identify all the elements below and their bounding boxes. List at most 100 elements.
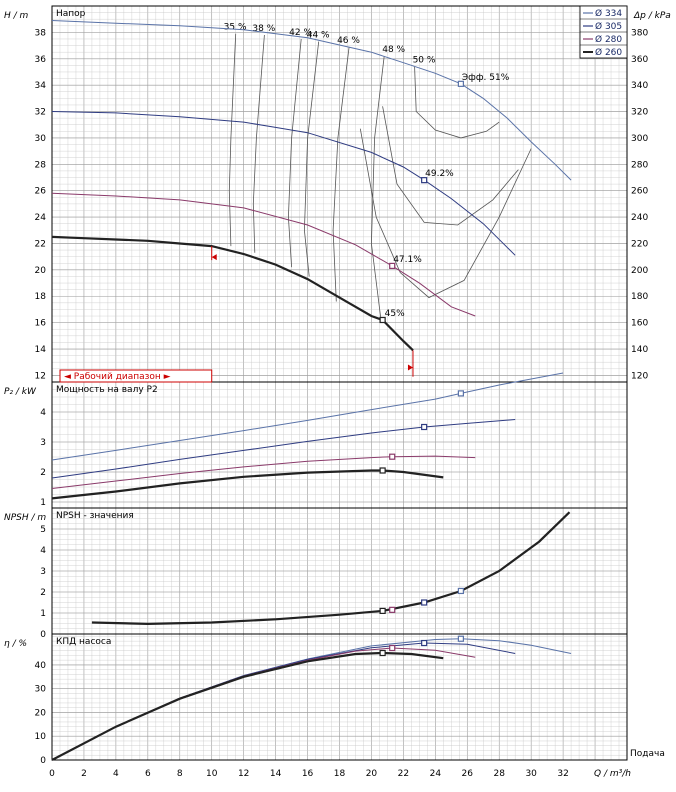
head-ytick-right-label: 180 — [631, 292, 648, 302]
power-y-axis-label: P₂ / kW — [4, 387, 37, 397]
npsh-op-point — [379, 607, 386, 615]
head-ytick-label: 24 — [35, 213, 47, 223]
iso-efficiency-label: 38 % — [252, 24, 275, 34]
efficiency-op-point — [379, 649, 386, 657]
efficiency-ytick-label: 10 — [35, 732, 47, 742]
x-tick-label: 16 — [302, 769, 314, 779]
x-tick-label: 30 — [525, 769, 537, 779]
x-tick-label: 18 — [334, 769, 346, 779]
efficiency-grid — [51, 633, 628, 761]
x-tick-label: 20 — [366, 769, 378, 779]
efficiency-ytick-label: 20 — [35, 708, 47, 718]
head-ytick-right-label: 240 — [631, 213, 648, 223]
iso-efficiency-line — [332, 46, 350, 302]
head-ytick-right-label: 380 — [631, 28, 648, 38]
power-curve-d260 — [51, 469, 444, 500]
power-panel-title: Мощность на валу P2 — [56, 385, 158, 395]
op-point-efficiency-label: 47.1% — [393, 255, 422, 265]
head-ytick-right-label: 120 — [631, 371, 648, 381]
head-ytick-label: 16 — [35, 319, 47, 329]
power-curve-d305 — [51, 419, 516, 479]
npsh-ytick-label: 1 — [40, 609, 46, 619]
power-ytick-label: 2 — [40, 468, 46, 478]
x-tick-label: 10 — [206, 769, 218, 779]
power-curve-d334 — [51, 372, 564, 461]
head-ytick-label: 36 — [35, 55, 47, 65]
legend: Ø 334 Ø 305 Ø 280 Ø 260 — [579, 5, 628, 59]
iso-efficiency-label: 50 % — [413, 56, 436, 66]
x-axis-label: Q / m³/h — [594, 769, 631, 779]
legend-entry: Ø 334 — [595, 8, 622, 19]
range-max-arrow — [407, 364, 413, 371]
head-ytick-right-label: 320 — [631, 108, 648, 118]
npsh-ytick-label: 4 — [40, 546, 46, 556]
head-y-axis-right-label: Δp / kPa — [633, 11, 671, 21]
head-ytick-label: 14 — [35, 345, 47, 355]
npsh-op-point — [421, 599, 428, 606]
x-tick-label: 22 — [398, 769, 409, 779]
efficiency-curve-d260 — [51, 651, 444, 761]
power-ytick-label: 4 — [40, 408, 46, 418]
head-op-point — [421, 177, 428, 184]
head-y-axis-label: H / m — [4, 11, 29, 21]
x-tick-label: 32 — [557, 769, 568, 779]
x-tick-label: 26 — [462, 769, 474, 779]
efficiency-ytick-label: 30 — [35, 685, 47, 695]
npsh-ytick-label: 5 — [40, 525, 46, 535]
head-ytick-label: 12 — [35, 371, 46, 381]
head-ytick-right-label: 260 — [631, 187, 648, 197]
head-ytick-label: 20 — [35, 266, 47, 276]
head-ytick-label: 32 — [35, 108, 46, 118]
head-ytick-label: 30 — [35, 134, 47, 144]
head-curve-d334 — [51, 20, 572, 181]
iso-efficiency-label: 44 % — [307, 31, 330, 41]
operating-range-label: ◄ Рабочий диапазон ► — [64, 372, 171, 382]
head-ytick-right-label: 300 — [631, 134, 648, 144]
head-ytick-right-label: 200 — [631, 266, 648, 276]
iso-efficiency-loop — [359, 128, 532, 299]
head-ytick-right-label: 220 — [631, 239, 648, 249]
npsh-panel-title: NPSH - значения — [56, 511, 134, 521]
head-ytick-label: 26 — [35, 187, 47, 197]
head-ytick-right-label: 340 — [631, 81, 648, 91]
iso-efficiency-label: 48 % — [382, 45, 405, 55]
power-curve-d280 — [51, 455, 476, 489]
iso-efficiency-line — [228, 33, 237, 247]
iso-efficiency-line — [303, 41, 320, 277]
head-ytick-label: 34 — [35, 81, 47, 91]
iso-efficiency-loop — [414, 66, 500, 139]
head-ytick-label: 18 — [35, 292, 47, 302]
power-ytick-label: 1 — [40, 498, 46, 508]
x-tick-label: 6 — [145, 769, 151, 779]
head-ytick-label: 22 — [35, 239, 46, 249]
iso-efficiency-label: 35 % — [224, 23, 247, 33]
op-point-efficiency-label: 45% — [385, 309, 405, 319]
head-op-point — [457, 80, 464, 87]
head-ytick-label: 28 — [35, 160, 47, 170]
head-curve-d305 — [51, 111, 516, 256]
npsh-y-axis-label: NPSH / m — [4, 513, 46, 523]
iso-efficiency-label: 46 % — [337, 36, 360, 46]
op-point-efficiency-label: Эфф. 51% — [462, 73, 510, 83]
power-op-point — [421, 423, 428, 431]
power-op-point — [389, 453, 396, 460]
operating-range-box — [59, 369, 213, 383]
efficiency-y-axis-label: η / % — [4, 639, 27, 649]
npsh-op-point — [457, 587, 464, 595]
efficiency-panel-title: КПД насоса — [56, 637, 111, 647]
head-ytick-right-label: 160 — [631, 319, 648, 329]
iso-efficiency-label: 42 % — [289, 28, 312, 38]
head-op-point — [379, 316, 386, 324]
head-ytick-right-label: 360 — [631, 55, 648, 65]
npsh-grid — [51, 507, 628, 635]
iso-efficiency-loop — [382, 106, 519, 226]
power-op-point — [379, 467, 386, 474]
npsh-ytick-label: 0 — [40, 630, 46, 640]
range-min-arrow — [211, 254, 217, 261]
head-grid — [51, 5, 628, 383]
x-tick-label: 14 — [270, 769, 282, 779]
efficiency-op-point — [421, 639, 428, 647]
iso-efficiency-line — [370, 56, 385, 321]
